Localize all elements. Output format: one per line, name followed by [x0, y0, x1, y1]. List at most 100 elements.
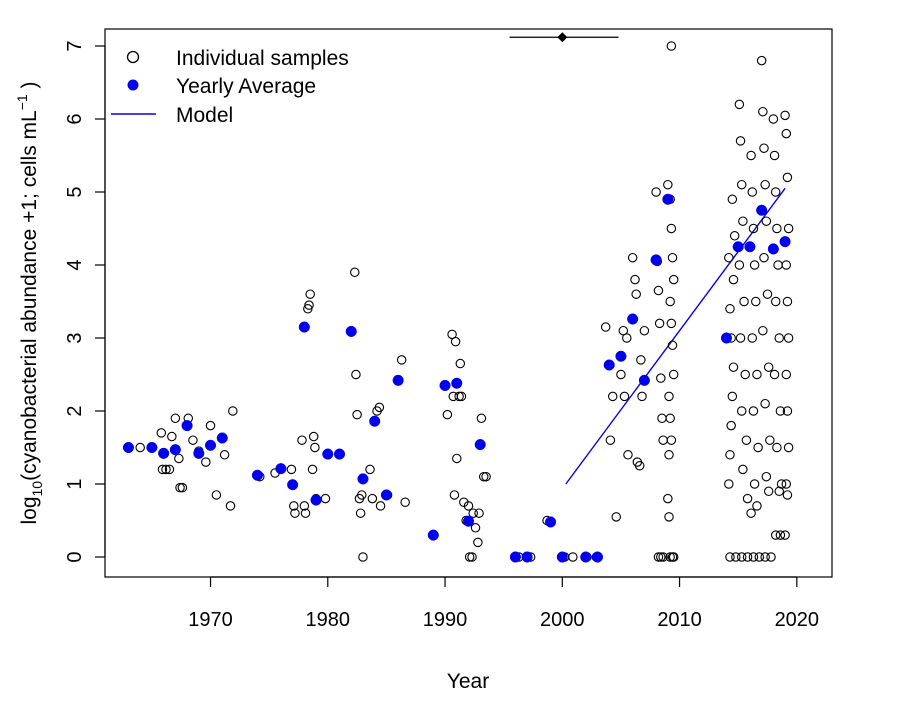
- sample-point: [747, 333, 758, 343]
- sample-point: [666, 41, 677, 51]
- sample-point: [157, 464, 168, 475]
- sample-point: [219, 450, 230, 460]
- sample-point: [725, 450, 735, 460]
- yearly-average-point: [638, 374, 650, 386]
- sample-point: [358, 552, 368, 562]
- x-tick-label: 2020: [775, 609, 820, 631]
- yearly-average-point: [380, 489, 392, 501]
- yearly-average-point: [122, 441, 135, 454]
- x-tick-label: 1970: [188, 609, 233, 631]
- sample-point: [374, 402, 385, 413]
- sample-point: [736, 406, 747, 416]
- sample-point: [760, 398, 770, 409]
- sample-point: [783, 333, 794, 343]
- y-tick-label: 0: [64, 551, 86, 562]
- yearly-average-point: [521, 551, 533, 563]
- sample-point: [728, 362, 739, 372]
- yearly-average-point: [556, 551, 568, 563]
- yearly-average-point: [310, 494, 322, 506]
- sample-point: [775, 530, 786, 540]
- sample-point: [654, 318, 665, 329]
- yearly-average-point: [146, 441, 158, 454]
- x-tick-label: 1990: [423, 609, 468, 631]
- x-tick-label: 2000: [540, 609, 585, 631]
- sample-point: [228, 406, 238, 416]
- sample-point: [449, 490, 460, 500]
- sample-point: [746, 150, 756, 161]
- sample-point: [782, 172, 793, 183]
- legend-label: Individual samples: [176, 47, 349, 70]
- sample-point: [752, 369, 762, 380]
- sample-point: [734, 99, 745, 110]
- sample-point: [769, 150, 780, 161]
- sample-point: [300, 508, 311, 518]
- sample-point: [747, 187, 758, 197]
- sample-point: [736, 179, 747, 190]
- legend-open-circle-marker: [126, 50, 140, 64]
- sample-point: [667, 340, 678, 351]
- sample-point: [455, 358, 466, 369]
- sample-point: [653, 552, 664, 562]
- sample-point: [725, 304, 735, 314]
- sample-point: [664, 391, 674, 402]
- interval-annotation: [509, 32, 619, 43]
- yearly-average-point: [439, 379, 451, 392]
- yearly-average-point: [345, 325, 357, 337]
- sample-point: [211, 490, 222, 500]
- sample-point: [658, 552, 668, 562]
- yearly-average-point: [298, 321, 310, 333]
- y-tick-label: 7: [64, 40, 86, 51]
- sample-point: [741, 435, 752, 445]
- yearly-average-point: [720, 332, 733, 344]
- x-axis: 1970 1980 1990 2000 2010 2020: [188, 576, 820, 631]
- sample-point: [734, 260, 745, 270]
- sample-point: [738, 216, 748, 226]
- legend-label: Model: [176, 104, 233, 127]
- sample-point: [668, 274, 679, 285]
- sample-point: [761, 216, 772, 226]
- sample-point: [400, 497, 410, 507]
- yearly-average-point: [615, 350, 627, 362]
- legend-filled-circle-marker: [127, 79, 139, 91]
- sample-point: [760, 552, 770, 562]
- sample-point: [772, 442, 782, 453]
- sample-point: [781, 369, 792, 380]
- yearly-average-point: [779, 236, 791, 248]
- sample-point: [468, 508, 478, 518]
- yearly-average-point: [287, 479, 299, 491]
- yearly-average-point: [732, 241, 744, 253]
- sample-point: [666, 223, 677, 234]
- sample-point: [783, 442, 794, 453]
- sample-point: [622, 333, 632, 343]
- yearly-average-series: [122, 193, 791, 563]
- yearly-average-point: [451, 377, 463, 389]
- sample-point: [289, 501, 299, 511]
- sample-point: [754, 552, 765, 562]
- sample-point: [627, 252, 638, 263]
- sample-point: [748, 552, 759, 562]
- sample-point: [665, 296, 675, 307]
- sample-point: [286, 464, 297, 475]
- y-tick-label: 1: [64, 478, 86, 489]
- sample-point: [738, 464, 748, 475]
- sample-point: [774, 486, 784, 497]
- sample-point: [310, 442, 320, 453]
- sample-point: [164, 464, 175, 475]
- sample-point: [365, 464, 375, 475]
- sample-point: [367, 493, 378, 504]
- yearly-average-point: [275, 463, 287, 475]
- sample-point: [634, 460, 645, 471]
- y-axis: 0 1 2 3 4 5 6 7: [64, 40, 106, 563]
- sample-point: [770, 187, 781, 197]
- sample-point: [454, 391, 464, 402]
- sample-point: [623, 450, 633, 460]
- sample-point: [780, 530, 790, 540]
- sample-point: [205, 420, 216, 431]
- sample-point: [473, 537, 483, 548]
- sample-point: [167, 431, 177, 442]
- x-tick-label: 1980: [306, 609, 351, 631]
- y-tick-label: 6: [64, 113, 86, 124]
- sample-point: [763, 362, 774, 372]
- sample-point: [781, 260, 792, 270]
